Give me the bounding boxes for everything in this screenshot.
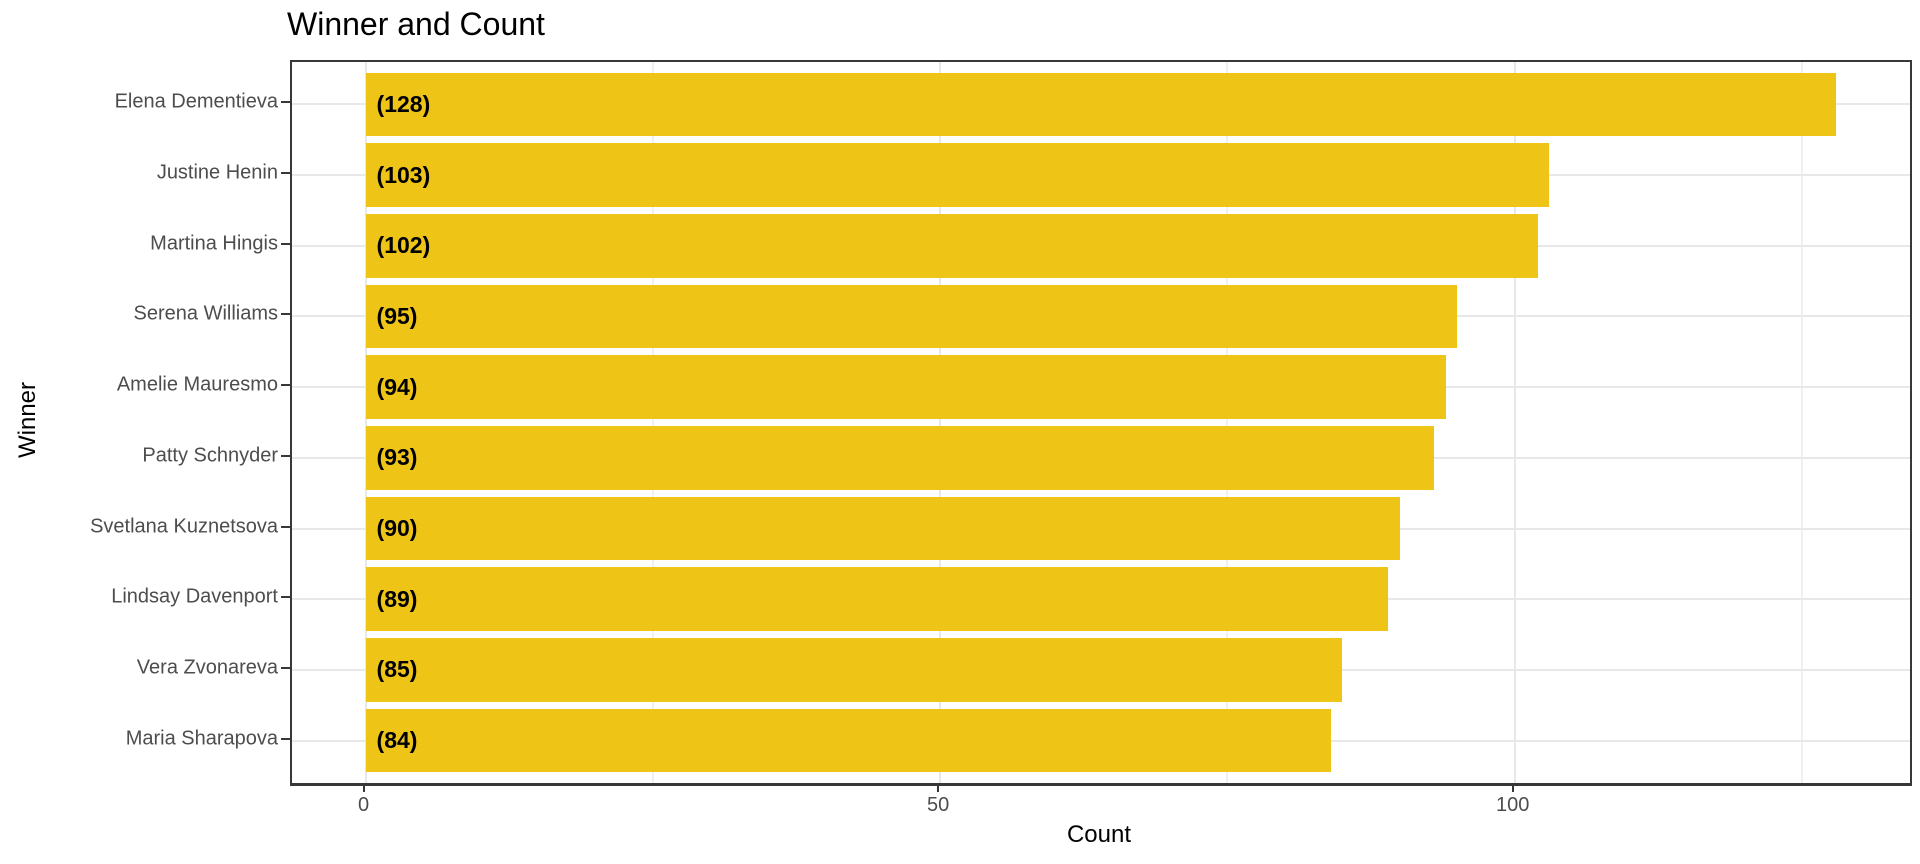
x-axis-tick-mark <box>937 784 940 792</box>
bar-value-label: (128) <box>376 90 431 117</box>
bar: (95) <box>365 284 1458 349</box>
x-axis-tick-label: 100 <box>1496 794 1530 816</box>
y-axis-label: Elena Dementieva <box>114 90 278 113</box>
bar: (93) <box>365 426 1435 490</box>
y-axis-tick-mark <box>281 666 290 669</box>
x-axis-tick-label: 0 <box>357 794 370 816</box>
y-axis-tick-mark <box>281 596 290 599</box>
bar: (89) <box>365 567 1389 632</box>
x-axis-tick-label: 50 <box>926 794 950 816</box>
chart-title: Winner and Count <box>287 6 545 42</box>
y-axis-label: Maria Sharapova <box>125 727 278 750</box>
y-axis-label: Justine Henin <box>156 161 278 184</box>
y-axis-tick-mark <box>281 737 290 740</box>
bar-value-label: (90) <box>376 515 418 542</box>
bar: (84) <box>365 708 1331 773</box>
x-axis-tick-mark <box>362 784 365 792</box>
y-axis-tick-mark <box>281 313 290 316</box>
gridline-major-vertical <box>939 62 942 783</box>
y-axis-label: Vera Zvonareva <box>136 656 278 679</box>
y-axis-label: Amelie Mauresmo <box>116 373 278 396</box>
bar-value-label: (103) <box>376 161 431 188</box>
bar: (128) <box>365 72 1837 137</box>
y-axis-tick-mark <box>281 172 290 175</box>
bar: (103) <box>365 143 1550 207</box>
bar: (85) <box>365 638 1343 702</box>
gridline-minor-vertical <box>651 62 654 783</box>
y-axis-tick-mark <box>281 525 290 528</box>
bar-value-label: (89) <box>376 585 418 612</box>
x-axis-title: Count <box>1066 821 1132 848</box>
y-axis-tick-mark <box>281 101 290 104</box>
plot-panel: (128) (103) (102) (95) (94) (93) (90) (89) (85) (… <box>290 60 1912 786</box>
y-axis-label: Martina Hingis <box>150 232 278 255</box>
gridline-major-vertical <box>1513 62 1516 783</box>
gridline-minor-vertical <box>1226 62 1229 783</box>
bar-value-label: (93) <box>376 444 418 471</box>
y-axis-label: Patty Schnyder <box>142 444 278 467</box>
bar-value-label: (85) <box>376 656 418 683</box>
y-axis-title: Winner <box>14 381 41 459</box>
bar: (94) <box>365 355 1446 419</box>
bar: (102) <box>365 213 1538 278</box>
y-axis-tick-mark <box>281 454 290 457</box>
bar-value-label: (102) <box>376 232 431 259</box>
y-axis-label: Lindsay Davenport <box>111 585 278 608</box>
bar: (90) <box>365 496 1400 561</box>
gridline-major-vertical <box>364 62 367 783</box>
x-axis-tick-mark <box>1511 784 1514 792</box>
y-axis-label: Svetlana Kuznetsova <box>90 515 278 538</box>
y-axis-tick-mark <box>281 242 290 245</box>
bar-value-label: (95) <box>376 302 418 329</box>
bar-value-label: (84) <box>376 727 418 754</box>
gridline-minor-vertical <box>1800 62 1803 783</box>
y-axis-tick-mark <box>281 384 290 387</box>
y-axis-label: Serena Williams <box>133 302 278 325</box>
bar-value-label: (94) <box>376 373 418 400</box>
